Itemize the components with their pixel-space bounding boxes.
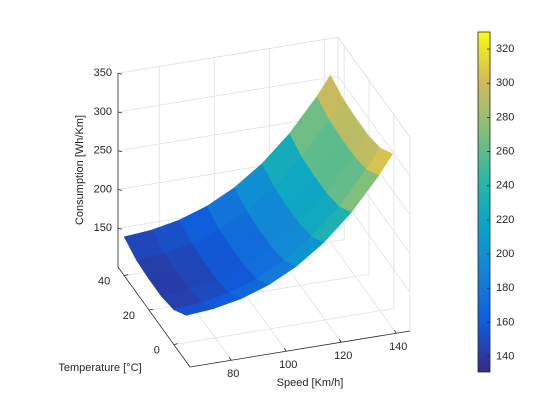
- x-axis: [189, 330, 411, 368]
- z-tick-label: 250: [94, 145, 112, 157]
- surface: [123, 74, 393, 316]
- y-axis: [117, 266, 191, 368]
- x-tick-label: 80: [227, 368, 239, 380]
- z-tick: [117, 111, 123, 114]
- y-tick: [148, 308, 154, 311]
- grid-line: [117, 75, 339, 113]
- x-tick: [283, 348, 287, 352]
- z-tick: [117, 72, 123, 75]
- z-tick-label: 350: [94, 67, 112, 79]
- y-tick-label: 40: [98, 276, 110, 288]
- z-tick: [117, 189, 123, 191]
- x-axis-label: Speed [Km/h]: [277, 377, 344, 389]
- y-tick: [124, 274, 129, 277]
- colorbar-tick-label: 180: [496, 282, 514, 294]
- x-tick-label: 140: [389, 341, 407, 353]
- colorbar-tick-label: 140: [496, 351, 514, 363]
- x-tick-label: 120: [334, 350, 352, 362]
- colorbar-tick-label: 200: [496, 248, 514, 260]
- x-tick: [338, 339, 342, 343]
- colorbar: [477, 31, 491, 373]
- grid-line: [173, 308, 394, 345]
- colorbar-tick-label: 280: [496, 111, 514, 123]
- y-axis-label: Temperature [°C]: [58, 362, 141, 374]
- y-tick-label: 20: [123, 310, 135, 322]
- x-tick: [228, 357, 232, 361]
- z-axis-label: Consumption [Wh/Km]: [74, 115, 86, 225]
- surface-patch: [172, 302, 215, 316]
- x-tick: [393, 330, 397, 334]
- z-tick-label: 300: [94, 106, 112, 118]
- z-tick: [117, 227, 123, 230]
- x-tick-label: 100: [279, 359, 297, 371]
- y-tick-label: 0: [154, 344, 160, 356]
- box-edge: [117, 36, 339, 74]
- colorbar-tick-label: 160: [496, 316, 514, 328]
- colorbar-tick-label: 320: [496, 43, 514, 55]
- grid-line: [323, 233, 397, 334]
- axes: [117, 72, 411, 368]
- colorbar-tick-label: 240: [496, 180, 514, 192]
- y-tick: [173, 343, 178, 345]
- z-tick: [117, 150, 123, 153]
- grid-line: [337, 75, 411, 177]
- colorbar-tick-label: 260: [496, 146, 514, 158]
- colorbar-tick-label: 300: [496, 77, 514, 89]
- box-edge: [337, 37, 411, 138]
- colorbar-tick-label: 220: [496, 214, 514, 226]
- z-tick-label: 150: [94, 222, 112, 234]
- z-tick-label: 200: [94, 183, 112, 195]
